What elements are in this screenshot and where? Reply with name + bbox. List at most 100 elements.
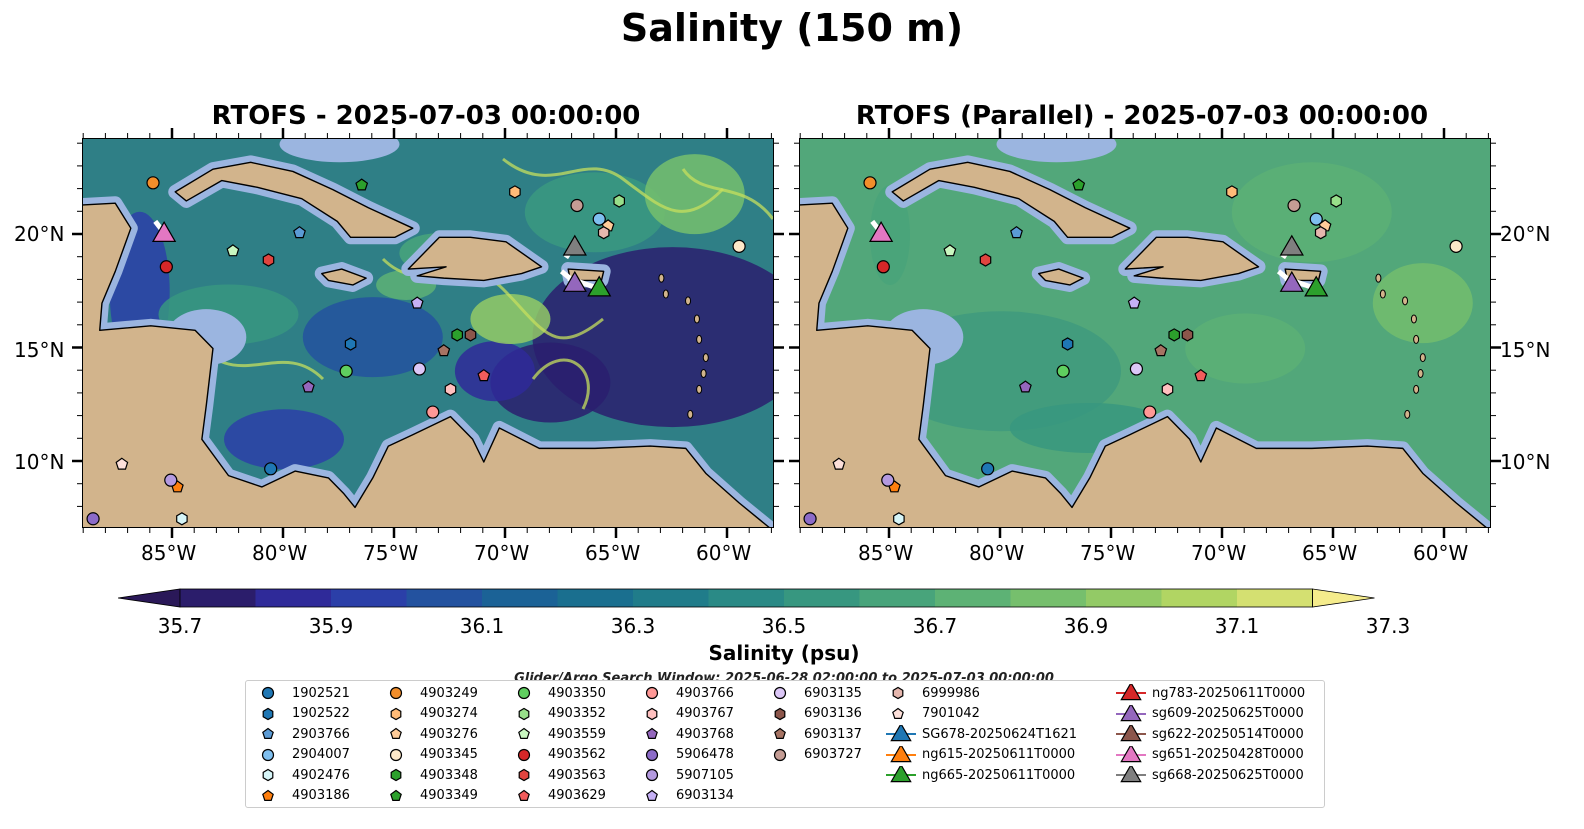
colorbar-frame [179, 588, 1313, 608]
legend-marker [1116, 743, 1146, 762]
legend-item-float: 6999986 [886, 684, 980, 702]
argo-float-2904007 [592, 212, 606, 226]
glider-position-sg668-20250625T0000 [1279, 234, 1304, 256]
figure-title: Salinity (150 m) [620, 6, 964, 50]
colorbar-tick-label: 35.7 [157, 614, 203, 638]
legend-marker [261, 686, 275, 700]
salinity-filament [502, 157, 725, 213]
lon-tick-label: 80°W [252, 541, 308, 565]
legend-item-float: 5907105 [640, 766, 734, 784]
legend-symbol [645, 768, 659, 782]
legend-item-float: 1902521 [256, 684, 350, 702]
argo-floats [86, 176, 746, 526]
lat-tick-label: 20°N [14, 222, 65, 246]
legend-marker [389, 686, 403, 700]
legend-label: 6999986 [922, 685, 980, 701]
argo-float-6903136 [464, 328, 477, 342]
colorbar-tick-label: 36.1 [459, 614, 505, 638]
island [1413, 334, 1420, 344]
legend-symbol [645, 748, 659, 761]
legend-item-float: 7901042 [886, 705, 980, 723]
legend-label: 4903350 [548, 685, 606, 701]
legend-label: ng665-20250611T0000 [922, 767, 1076, 783]
land-polygon [1124, 236, 1260, 282]
argo-float-1902521 [264, 462, 278, 476]
legend-label: 4903768 [676, 726, 734, 742]
argo-float-5907105 [881, 473, 895, 487]
argo-float-4902476 [893, 512, 905, 526]
argo-float-2904007 [1309, 212, 1323, 226]
legend-symbol [517, 748, 531, 761]
colorbar-tick-label: 36.7 [912, 614, 958, 638]
salinity-field [109, 154, 773, 470]
island [696, 384, 703, 394]
panel-title-parallel: RTOFS (Parallel) - 2025-07-03 00:00:00 [855, 101, 1429, 131]
legend-label: SG678-20250624T1621 [922, 726, 1078, 742]
legend-symbol [389, 686, 403, 700]
legend-symbol [646, 789, 658, 801]
legend-label: 4903186 [292, 788, 350, 803]
legend-label: 2903766 [292, 726, 350, 742]
legend-symbol [262, 707, 274, 720]
colorbar-tick-label: 37.3 [1365, 614, 1411, 638]
island [1419, 353, 1426, 363]
lat-tick-label: 10°N [14, 450, 65, 474]
legend-item-float: 4903767 [640, 705, 734, 723]
lat-tick-label: 15°N [1500, 338, 1551, 362]
salinity-patch [524, 172, 665, 253]
legend-triangle [890, 763, 912, 783]
legend-triangle [1120, 702, 1142, 721]
legend-marker [390, 789, 402, 801]
legend-item-float: 4903559 [512, 725, 606, 743]
argo-float-4903562 [159, 260, 173, 274]
legend-label: 1902522 [292, 706, 350, 721]
legend-label: sg622-20250514T0000 [1152, 726, 1304, 742]
argo-float-4903562 [876, 260, 890, 274]
legend-item-glider: ng665-20250611T0000 [886, 763, 1076, 784]
legend-item-float: 4903350 [512, 684, 606, 702]
legend-symbol [645, 686, 659, 700]
panel-title-rtofs: RTOFS - 2025-07-03 00:00:00 [211, 101, 641, 131]
legend-symbol [774, 707, 786, 720]
colorbar-segment [784, 589, 860, 607]
argo-float-6903137 [1154, 344, 1168, 357]
legend-item-float: 6903137 [768, 725, 862, 743]
salinity-patch [1185, 313, 1306, 384]
legend-marker [389, 748, 403, 761]
glider-position-ng665-20250611T0000 [1304, 275, 1329, 297]
map-svg-parallel [800, 139, 1490, 527]
argo-float-4903768 [1018, 380, 1032, 393]
island [687, 409, 694, 419]
lon-tick-label: 65°W [1302, 541, 1358, 565]
island [658, 273, 665, 283]
colorbar-segment [1086, 589, 1162, 607]
legend-marker [518, 768, 530, 782]
argo-float-4903350 [339, 364, 353, 378]
lon-tick-label: 75°W [363, 541, 419, 565]
argo-float-4903345 [732, 239, 746, 253]
argo-float-4903349 [1072, 178, 1086, 191]
legend-marker [646, 727, 658, 739]
legend-symbol [892, 686, 904, 700]
argo-float-4903274 [1226, 185, 1238, 199]
argo-float-4903767 [444, 382, 457, 397]
salinity-field [870, 162, 1473, 453]
land [83, 161, 770, 527]
land-polygon [174, 161, 414, 238]
legend-item-float: 4903186 [256, 787, 350, 805]
colorbar-tick-label: 35.9 [308, 614, 354, 638]
island [1375, 273, 1382, 283]
legend-marker [645, 768, 659, 782]
salinity-patch [1231, 162, 1392, 263]
legend-marker [886, 722, 916, 742]
island [1402, 296, 1409, 306]
argo-float-4903352 [1330, 194, 1343, 208]
legend-marker [262, 707, 274, 720]
argo-float-4903629 [477, 368, 491, 382]
legend-triangle [1120, 722, 1142, 742]
legend-item-float: 4903562 [512, 746, 606, 764]
glider-position-sg609-20250625T0000 [562, 270, 587, 292]
argo-float-6903727 [570, 198, 584, 213]
legend-marker [1116, 681, 1146, 701]
argo-float-6903134 [410, 296, 424, 309]
